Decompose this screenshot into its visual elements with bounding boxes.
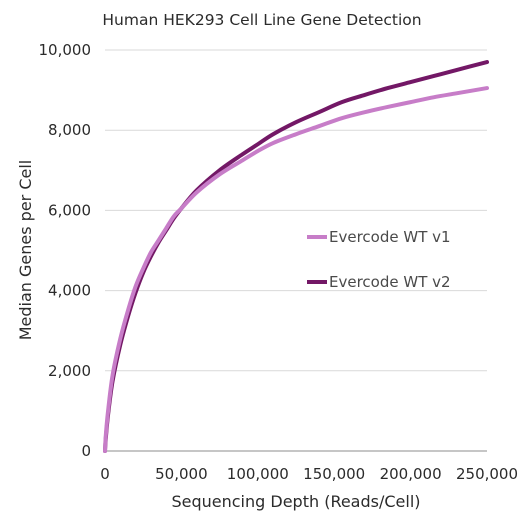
legend-label: Evercode WT v2 (329, 273, 451, 291)
tick-labels: 0 2,000 4,000 6,000 8,000 10,000 0 50,000 100,00… (39, 41, 519, 483)
y-tick-label: 8,000 (48, 121, 91, 139)
y-tick-label: 2,000 (48, 362, 91, 380)
legend-label: Evercode WT v1 (329, 228, 451, 246)
y-tick-label: 4,000 (48, 282, 91, 300)
x-tick-label: 50,000 (155, 465, 208, 483)
series-line-2 (103, 60, 489, 453)
y-tick-label: 10,000 (39, 41, 92, 59)
series-lines (103, 60, 489, 453)
x-tick-label: 100,000 (227, 465, 289, 483)
x-tick-label: 150,000 (303, 465, 365, 483)
x-tick-label: 250,000 (456, 465, 518, 483)
x-axis-label: Sequencing Depth (Reads/Cell) (171, 492, 420, 511)
series-line-1 (103, 86, 489, 453)
y-tick-label: 6,000 (48, 201, 91, 219)
x-tick-label: 200,000 (380, 465, 442, 483)
y-axis-label: Median Genes per Cell (16, 160, 35, 341)
y-tick-label: 0 (81, 442, 91, 460)
x-tick-label: 0 (100, 465, 110, 483)
grid-layer (105, 49, 487, 372)
legend: Evercode WT v1 Evercode WT v2 (307, 228, 451, 291)
chart-title: Human HEK293 Cell Line Gene Detection (102, 11, 421, 29)
